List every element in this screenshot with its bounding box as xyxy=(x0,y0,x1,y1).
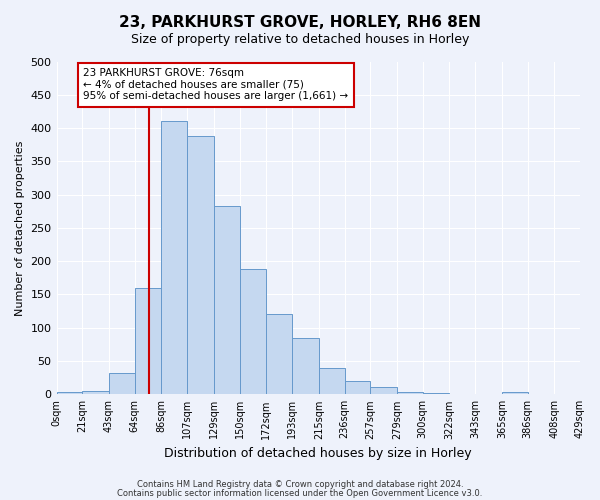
Bar xyxy=(319,368,344,394)
Text: Contains HM Land Registry data © Crown copyright and database right 2024.: Contains HM Land Registry data © Crown c… xyxy=(137,480,463,489)
Bar xyxy=(161,122,187,394)
Bar xyxy=(134,288,161,395)
Text: 23 PARKHURST GROVE: 76sqm
← 4% of detached houses are smaller (75)
95% of semi-d: 23 PARKHURST GROVE: 76sqm ← 4% of detach… xyxy=(83,68,349,102)
Bar xyxy=(502,392,527,394)
Bar xyxy=(422,393,449,394)
Bar xyxy=(370,387,397,394)
Bar xyxy=(397,392,422,394)
Text: Contains public sector information licensed under the Open Government Licence v3: Contains public sector information licen… xyxy=(118,488,482,498)
Bar xyxy=(266,314,292,394)
Text: Size of property relative to detached houses in Horley: Size of property relative to detached ho… xyxy=(131,32,469,46)
Bar xyxy=(187,136,214,394)
Bar xyxy=(292,338,319,394)
Bar xyxy=(239,269,266,394)
Bar xyxy=(109,373,134,394)
Text: 23, PARKHURST GROVE, HORLEY, RH6 8EN: 23, PARKHURST GROVE, HORLEY, RH6 8EN xyxy=(119,15,481,30)
Bar xyxy=(344,381,370,394)
Bar xyxy=(82,391,109,394)
Bar xyxy=(214,206,239,394)
Y-axis label: Number of detached properties: Number of detached properties xyxy=(15,140,25,316)
X-axis label: Distribution of detached houses by size in Horley: Distribution of detached houses by size … xyxy=(164,447,472,460)
Bar xyxy=(56,392,82,394)
